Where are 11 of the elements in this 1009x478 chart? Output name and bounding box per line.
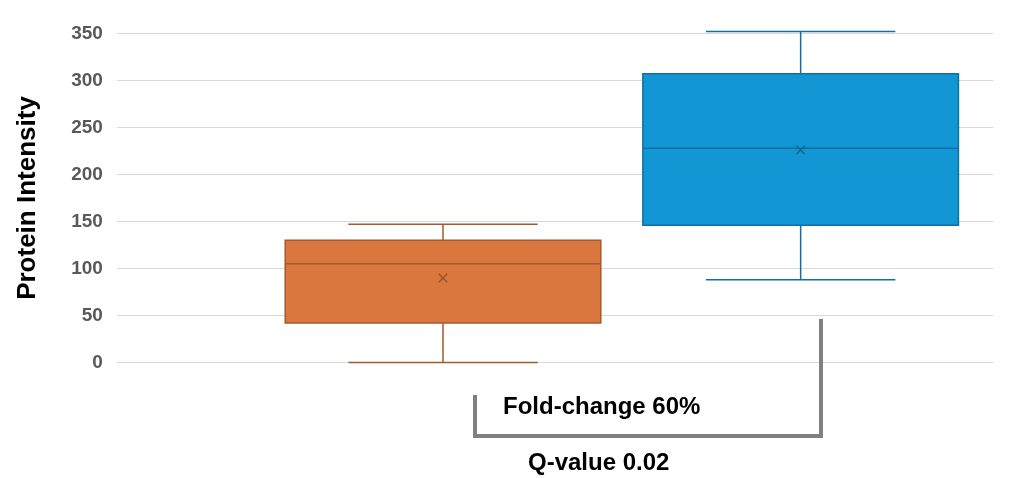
text: Q-value 0.02 xyxy=(528,448,670,476)
y-tick-label: 0 xyxy=(92,350,103,372)
y-tick-label: 250 xyxy=(71,115,103,137)
y-tick-label: 150 xyxy=(71,209,103,231)
y-tick-label: 100 xyxy=(71,256,103,278)
y-tick-label: 300 xyxy=(71,68,103,90)
y-axis-title: Protein Intensity xyxy=(10,95,41,300)
text: Fold-change 60% xyxy=(503,392,701,420)
y-tick-label: 350 xyxy=(71,21,103,43)
y-tick-label: 50 xyxy=(81,303,103,325)
y-tick-label: 200 xyxy=(71,162,103,184)
